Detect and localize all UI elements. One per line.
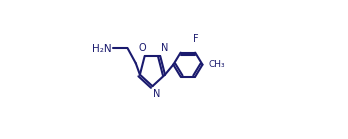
Text: H₂N: H₂N (92, 44, 112, 54)
Text: N: N (161, 43, 168, 53)
Text: CH₃: CH₃ (209, 60, 226, 69)
Text: F: F (193, 34, 198, 44)
Text: O: O (139, 43, 146, 53)
Text: N: N (153, 89, 160, 99)
